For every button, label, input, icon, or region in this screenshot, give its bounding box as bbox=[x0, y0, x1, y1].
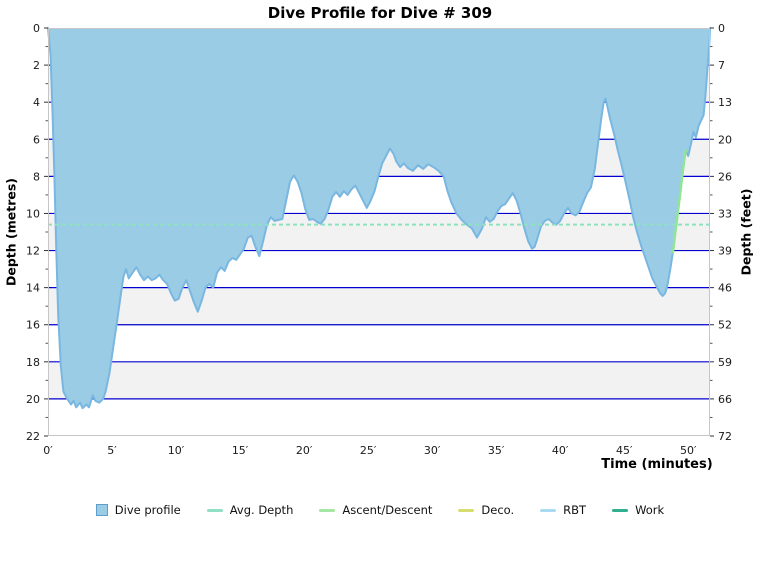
legend-swatch-rbt bbox=[540, 508, 557, 512]
legend-item-avg-depth: Avg. Depth bbox=[206, 503, 294, 517]
y-left-tick-label: 16 bbox=[26, 319, 40, 332]
y-right-tick-label: 59 bbox=[718, 356, 732, 369]
ascent-descent-line bbox=[671, 149, 687, 254]
legend-swatch-avg-depth bbox=[206, 508, 223, 512]
y-right-tick-label: 0 bbox=[718, 22, 725, 35]
dive-profile-area bbox=[48, 28, 710, 409]
x-tick-label: 50′ bbox=[680, 444, 697, 457]
y-right-tick-label: 46 bbox=[718, 282, 732, 295]
legend-item-deco: Deco. bbox=[458, 503, 514, 517]
y-left-tick-label: 22 bbox=[26, 430, 40, 443]
chart-legend: Dive profile Avg. Depth Ascent/Descent Deco… bbox=[0, 503, 760, 517]
y-right-tick-label: 13 bbox=[718, 96, 732, 109]
chart-title: Dive Profile for Dive # 309 bbox=[267, 4, 493, 22]
y-left-tick-label: 2 bbox=[33, 59, 40, 72]
depth-band bbox=[48, 287, 710, 325]
legend-item-work: Work bbox=[612, 503, 664, 517]
y-right-tick-label: 33 bbox=[718, 207, 732, 220]
legend-item-dive-profile: Dive profile bbox=[95, 503, 181, 517]
x-tick-label: 30′ bbox=[424, 444, 441, 457]
x-axis-title: Time (minutes) bbox=[601, 457, 713, 472]
y-right-tick-label: 7 bbox=[718, 59, 725, 72]
x-tick-label: 5′ bbox=[107, 444, 117, 457]
y-left-tick-label: 20 bbox=[26, 393, 40, 406]
legend-label: Work bbox=[635, 503, 665, 517]
legend-swatch-dive-profile bbox=[95, 504, 108, 516]
y-left-tick-label: 8 bbox=[33, 170, 40, 183]
y-left-tick-label: 10 bbox=[26, 207, 40, 220]
legend-swatch-ascent-descent bbox=[319, 508, 336, 512]
y-left-tick-label: 6 bbox=[33, 133, 40, 146]
x-tick-label: 10′ bbox=[168, 444, 185, 457]
plot-border bbox=[48, 28, 710, 436]
legend-label: Dive profile bbox=[114, 503, 181, 517]
dive-profile-line bbox=[47, 27, 711, 410]
y-right-tick-label: 72 bbox=[718, 430, 732, 443]
legend-swatch-deco bbox=[458, 508, 475, 512]
legend-label: RBT bbox=[563, 503, 587, 517]
y-axis-left-title: Depth (metres) bbox=[3, 177, 19, 287]
y-left-tick-label: 18 bbox=[26, 356, 40, 369]
y-left-tick-label: 14 bbox=[26, 282, 40, 295]
y-left-tick-label: 4 bbox=[33, 96, 40, 109]
y-right-tick-label: 52 bbox=[718, 319, 732, 332]
y-right-tick-label: 26 bbox=[718, 170, 732, 183]
x-tick-label: 25′ bbox=[360, 444, 377, 457]
legend-label: Deco. bbox=[481, 503, 515, 517]
y-right-tick-label: 39 bbox=[718, 245, 732, 258]
y-left-tick-label: 12 bbox=[26, 245, 40, 258]
y-axis-right-title: Depth (feet) bbox=[738, 188, 754, 276]
y-left-tick-label: 0 bbox=[33, 22, 40, 35]
y-right-tick-label: 66 bbox=[718, 393, 732, 406]
x-tick-label: 45′ bbox=[616, 444, 633, 457]
x-tick-label: 40′ bbox=[552, 444, 569, 457]
legend-label: Avg. Depth bbox=[229, 503, 294, 517]
x-tick-label: 20′ bbox=[296, 444, 313, 457]
x-tick-label: 15′ bbox=[232, 444, 249, 457]
legend-item-ascent-descent: Ascent/Descent bbox=[319, 503, 432, 517]
x-tick-label: 35′ bbox=[488, 444, 505, 457]
legend-swatch-work bbox=[612, 508, 629, 512]
x-tick-label: 0′ bbox=[43, 444, 53, 457]
depth-band bbox=[48, 361, 710, 399]
legend-item-rbt: RBT bbox=[540, 503, 586, 517]
y-right-tick-label: 20 bbox=[718, 133, 732, 146]
legend-label: Ascent/Descent bbox=[342, 503, 433, 517]
